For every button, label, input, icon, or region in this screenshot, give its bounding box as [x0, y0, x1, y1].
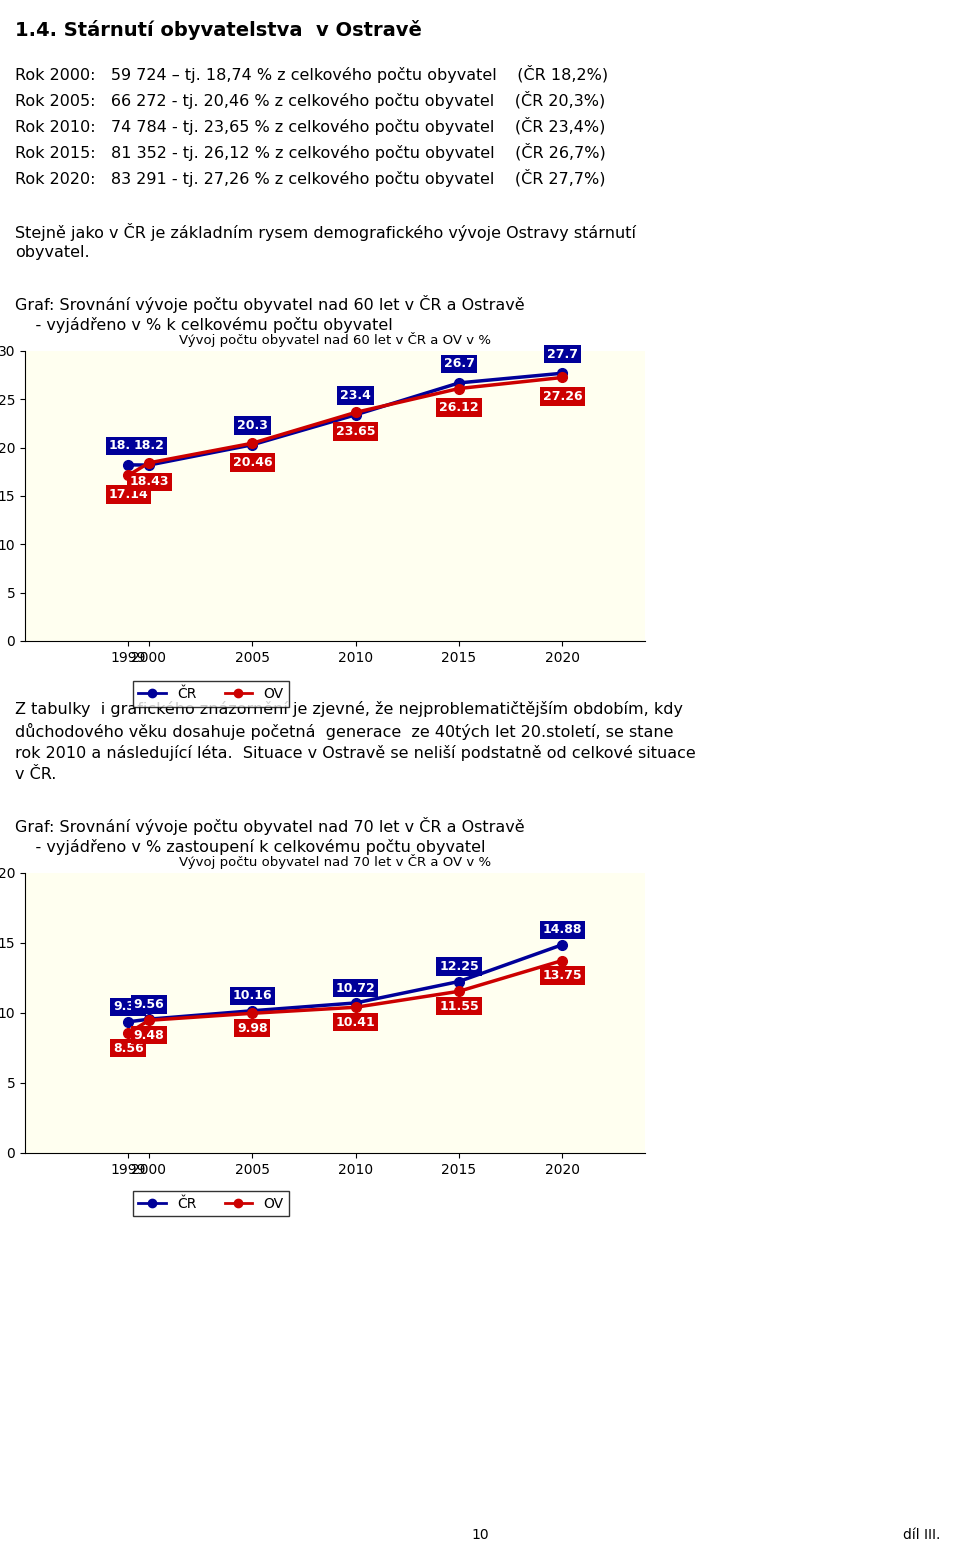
Text: Rok 2005:   66 272 - tj. 20,46 % z celkového počtu obyvatel    (ČR 20,3%): Rok 2005: 66 272 - tj. 20,46 % z celkové… — [15, 91, 605, 110]
Text: v ČR.: v ČR. — [15, 767, 57, 782]
Text: 17.14: 17.14 — [108, 488, 148, 501]
Text: Graf: Srovnání vývoje počtu obyvatel nad 70 let v ČR a Ostravě: Graf: Srovnání vývoje počtu obyvatel nad… — [15, 816, 524, 835]
Title: Vývoj počtu obyvatel nad 70 let v ČR a OV v %: Vývoj počtu obyvatel nad 70 let v ČR a O… — [179, 855, 492, 869]
Text: 26.7: 26.7 — [444, 358, 474, 370]
Legend: ČR, OV: ČR, OV — [132, 682, 289, 707]
Text: Stejně jako v ČR je základním rysem demografického vývoje Ostravy stárnutí: Stejně jako v ČR je základním rysem demo… — [15, 224, 636, 241]
Text: 18.22: 18.22 — [108, 440, 148, 452]
Text: Z tabulky  i grafického znázornění je zjevné, že nejproblematičtějším obdobím, k: Z tabulky i grafického znázornění je zje… — [15, 701, 683, 717]
Text: 13.75: 13.75 — [542, 969, 582, 981]
Text: 9.56: 9.56 — [133, 998, 164, 1011]
Text: obyvatel.: obyvatel. — [15, 245, 89, 261]
Text: rok 2010 a následující léta.  Situace v Ostravě se neliší podstatně od celkové s: rok 2010 a následující léta. Situace v O… — [15, 745, 696, 761]
Text: 9.37: 9.37 — [113, 1000, 144, 1014]
Text: Rok 2015:   81 352 - tj. 26,12 % z celkového počtu obyvatel    (ČR 26,7%): Rok 2015: 81 352 - tj. 26,12 % z celkové… — [15, 143, 606, 160]
Legend: ČR, OV: ČR, OV — [132, 1191, 289, 1216]
Text: 11.55: 11.55 — [439, 1000, 479, 1012]
Text: 9.98: 9.98 — [237, 1021, 268, 1035]
Text: 27.7: 27.7 — [547, 347, 578, 361]
Text: důchodového věku dosahuje početná  generace  ze 40tých let 20.století, se stane: důchodového věku dosahuje početná genera… — [15, 724, 674, 741]
Text: Rok 2010:   74 784 - tj. 23,65 % z celkového počtu obyvatel    (ČR 23,4%): Rok 2010: 74 784 - tj. 23,65 % z celkové… — [15, 117, 606, 134]
Text: 10: 10 — [471, 1528, 489, 1541]
Text: Graf: Srovnání vývoje počtu obyvatel nad 60 let v ČR a Ostravě: Graf: Srovnání vývoje počtu obyvatel nad… — [15, 295, 524, 313]
Text: 10.72: 10.72 — [336, 981, 375, 995]
Text: 8.56: 8.56 — [113, 1042, 144, 1054]
Text: Rok 2000:   59 724 – tj. 18,74 % z celkového počtu obyvatel    (ČR 18,2%): Rok 2000: 59 724 – tj. 18,74 % z celkové… — [15, 65, 608, 83]
Text: Rok 2020:   83 291 - tj. 27,26 % z celkového počtu obyvatel    (ČR 27,7%): Rok 2020: 83 291 - tj. 27,26 % z celkové… — [15, 170, 606, 187]
Text: 23.65: 23.65 — [336, 424, 375, 438]
Text: 18.2: 18.2 — [133, 440, 164, 452]
Text: - vyjádřeno v % k celkovému počtu obyvatel: - vyjádřeno v % k celkovému počtu obyvat… — [15, 316, 393, 333]
Text: 23.4: 23.4 — [340, 389, 372, 403]
Text: 12.25: 12.25 — [439, 960, 479, 974]
Text: 26.12: 26.12 — [439, 401, 479, 414]
Text: díl III.: díl III. — [902, 1528, 940, 1541]
Text: 27.26: 27.26 — [542, 390, 582, 403]
Text: 14.88: 14.88 — [542, 923, 582, 937]
Text: 20.3: 20.3 — [237, 420, 268, 432]
Title: Vývoj počtu obyvatel nad 60 let v ČR a OV v %: Vývoj počtu obyvatel nad 60 let v ČR a O… — [179, 332, 491, 347]
Text: 18.43: 18.43 — [130, 475, 169, 489]
Text: 9.48: 9.48 — [133, 1029, 164, 1042]
Text: 1.4. Stárnutí obyvatelstva  v Ostravě: 1.4. Stárnutí obyvatelstva v Ostravě — [15, 20, 421, 40]
Text: 20.46: 20.46 — [232, 455, 272, 469]
Text: 10.41: 10.41 — [336, 1015, 375, 1029]
Text: - vyjádřeno v % zastoupení k celkovému počtu obyvatel: - vyjádřeno v % zastoupení k celkovému p… — [15, 839, 486, 855]
Text: 10.16: 10.16 — [232, 989, 272, 1003]
